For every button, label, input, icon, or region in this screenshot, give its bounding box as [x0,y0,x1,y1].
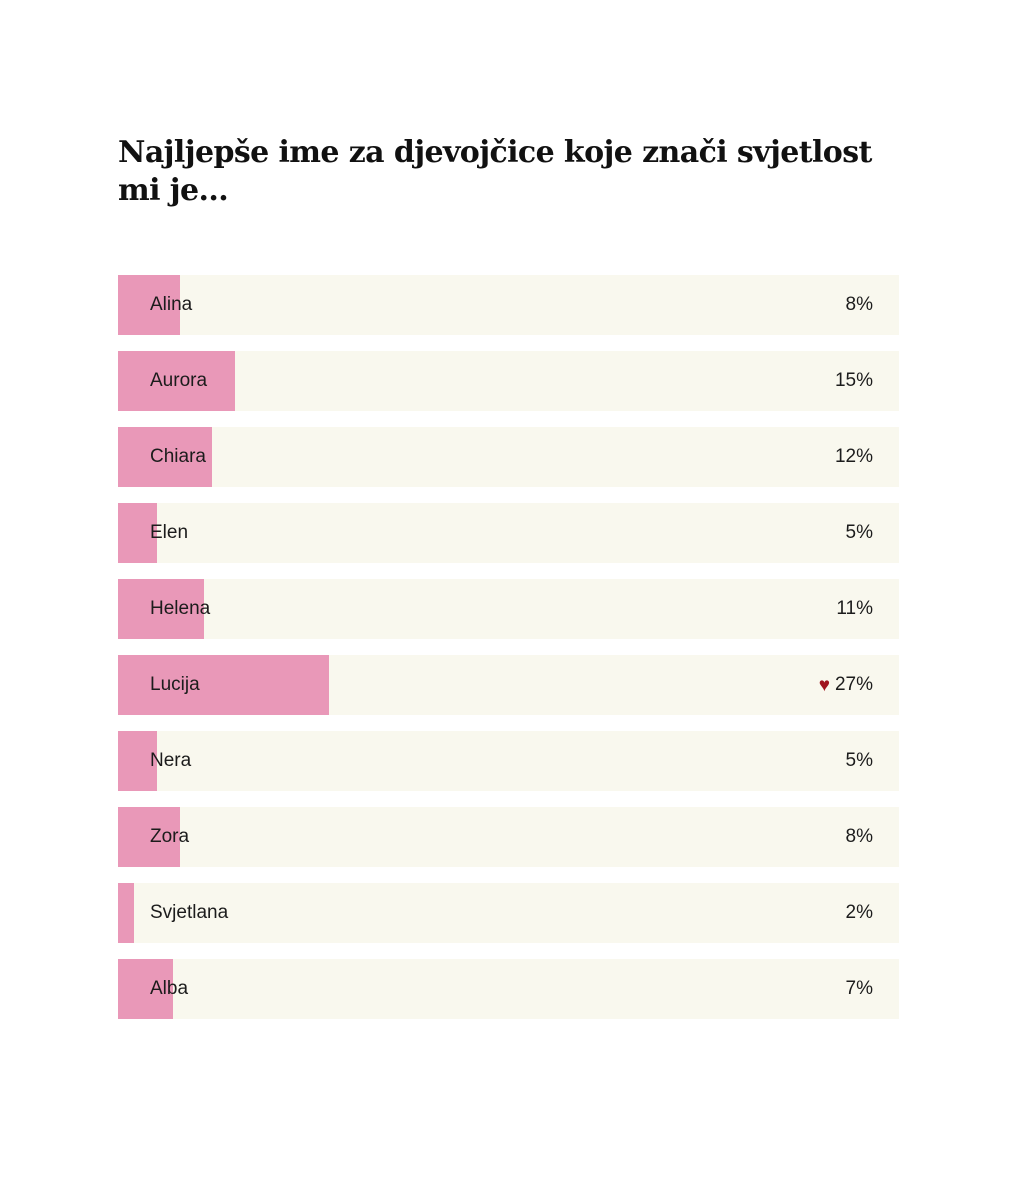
poll-results: Alina ♥8% Aurora ♥15% Chiara ♥12% Elen ♥… [118,275,899,1035]
result-bar [118,579,204,639]
option-percent: ♥ 27% [818,674,873,696]
result-bar [118,655,329,715]
option-label: Lucija [150,674,200,695]
poll-option[interactable]: Svjetlana ♥2% [118,883,899,943]
result-bar [118,275,181,335]
result-bar [118,351,236,411]
option-label: Nera [150,750,192,771]
poll-option[interactable]: Alina ♥8% [118,275,899,335]
poll-option[interactable]: Elen ♥5% [118,503,899,563]
result-bar [118,883,134,943]
poll-option[interactable]: Lucija ♥ 27% [118,655,899,715]
poll-option[interactable]: Nera ♥5% [118,731,899,791]
poll-option[interactable]: Aurora ♥15% [118,351,899,411]
option-percent: ♥7% [845,978,873,999]
option-label: Chiara [150,446,206,467]
poll-option[interactable]: Chiara ♥12% [118,427,899,487]
option-percent: ♥8% [845,294,873,315]
result-bar [118,807,181,867]
poll-option[interactable]: Helena ♥11% [118,579,899,639]
option-percent: ♥8% [845,826,873,847]
option-label: Alba [150,978,189,999]
result-bar [118,427,212,487]
option-percent: ♥12% [834,446,873,467]
result-bar [118,959,173,1019]
option-label: Alina [150,294,193,315]
option-label: Helena [150,598,211,619]
heart-icon: ♥ [818,674,830,696]
result-bar [118,503,158,563]
poll-option[interactable]: Alba ♥7% [118,959,899,1019]
result-bar [118,731,158,791]
option-label: Zora [150,826,190,847]
option-label: Aurora [150,370,208,391]
option-percent: ♥15% [834,370,873,391]
option-percent: ♥5% [845,522,873,543]
poll-option[interactable]: Zora ♥8% [118,807,899,867]
poll-title: Najljepše ime za djevojčice koje znači s… [118,135,872,208]
option-label: Svjetlana [150,902,229,923]
option-label: Elen [150,522,189,543]
option-percent: ♥11% [836,598,873,619]
option-percent: ♥2% [845,902,873,923]
option-percent: ♥5% [845,750,873,771]
